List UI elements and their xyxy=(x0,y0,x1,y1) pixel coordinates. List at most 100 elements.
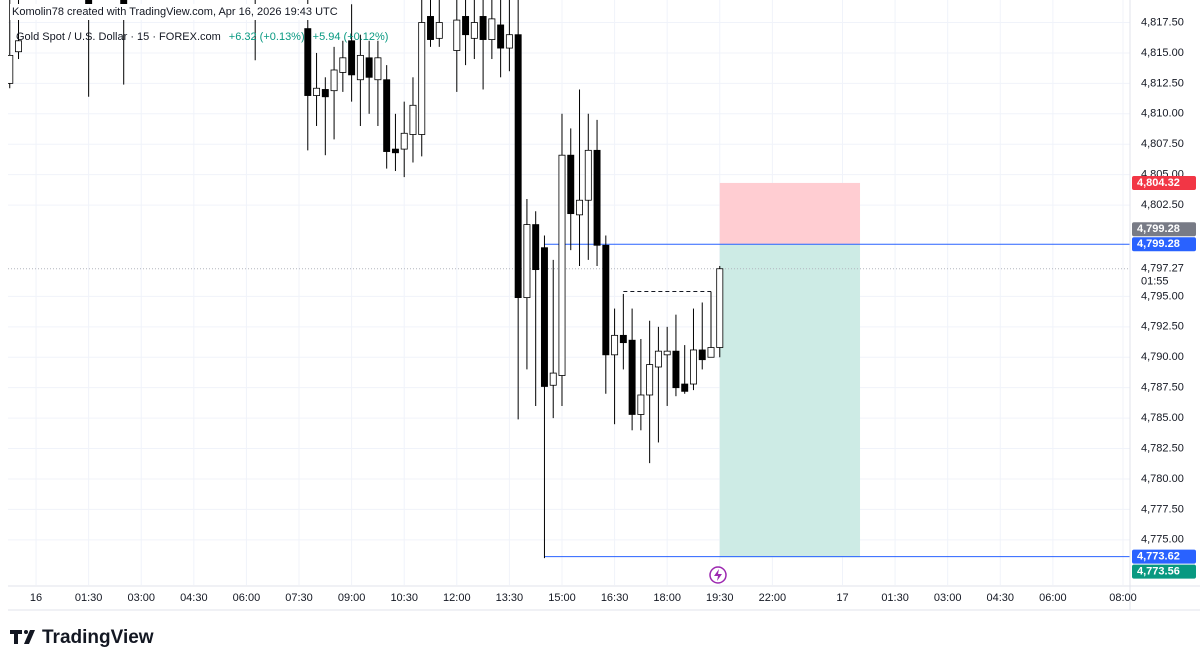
last-price-bg xyxy=(1131,260,1199,289)
y-tick-label: 4,795.00 xyxy=(1141,290,1184,302)
target-zone xyxy=(719,244,861,558)
candle-body xyxy=(637,394,645,415)
x-tick-label: 04:30 xyxy=(987,592,1015,604)
candle-body xyxy=(602,244,610,356)
x-tick-label: 06:00 xyxy=(1039,592,1067,604)
candle-body xyxy=(549,372,557,386)
x-tick-label: 18:00 xyxy=(653,592,681,604)
candle-body xyxy=(321,89,329,98)
candle-body xyxy=(698,349,706,361)
candle-body xyxy=(400,132,408,150)
price-label-bg xyxy=(1132,564,1196,579)
candle-body xyxy=(558,154,566,376)
x-tick-label: 12:00 xyxy=(443,592,471,604)
y-tick-label: 4,775.00 xyxy=(1141,534,1184,546)
y-tick-label: 4,817.50 xyxy=(1141,16,1184,28)
x-tick-label: 15:00 xyxy=(548,592,576,604)
candle-body xyxy=(505,34,513,49)
y-tick-label: 4,810.00 xyxy=(1141,108,1184,120)
stop-zone xyxy=(719,182,861,245)
price-label-bg xyxy=(1132,222,1196,237)
logo-mark xyxy=(10,630,35,644)
price-label: 4,799.28 xyxy=(1137,238,1180,250)
candle-body xyxy=(690,349,697,385)
brand: TradingView xyxy=(42,627,154,648)
candle-body xyxy=(628,339,636,415)
y-tick-label: 4,777.50 xyxy=(1141,503,1184,515)
symbol: Gold Spot / U.S. Dollar · 15 · FOREX.com… xyxy=(16,31,388,43)
candle-body xyxy=(584,149,592,201)
candle-body xyxy=(365,57,373,78)
logo-dot xyxy=(24,630,28,634)
candle-body xyxy=(619,334,627,344)
last-price: 4,797.27 xyxy=(1141,263,1184,275)
x-tick-label: 13:30 xyxy=(496,592,524,604)
y-tick-label: 4,790.00 xyxy=(1141,351,1184,363)
y-tick-label: 4,802.50 xyxy=(1141,199,1184,211)
price-label: 4,799.28 xyxy=(1137,223,1180,235)
x-tick-label: 16:30 xyxy=(601,592,629,604)
candle-body xyxy=(479,16,487,40)
plot xyxy=(8,0,1130,559)
y-tick-label: 4,782.50 xyxy=(1141,442,1184,454)
x-tick-label: 09:00 xyxy=(338,592,366,604)
x-tick-label: 07:30 xyxy=(285,592,313,604)
candle-body xyxy=(120,0,128,5)
y-tick-label: 4,792.50 xyxy=(1141,321,1184,333)
candle-body xyxy=(453,19,461,51)
y-tick-label: 4,780.00 xyxy=(1141,473,1184,485)
candle-body xyxy=(611,334,619,356)
candle-body xyxy=(304,28,312,96)
axes: 4,817.50 4,815.00 4,812.50 4,810.00 4,807.50… xyxy=(30,16,1199,604)
x-tick-label: 01:30 xyxy=(881,592,909,604)
candle-body xyxy=(391,148,399,154)
candle-body xyxy=(497,24,505,49)
candle-body xyxy=(681,383,689,392)
candle-body xyxy=(330,69,338,92)
candle-body xyxy=(523,224,531,299)
credit-bg xyxy=(10,4,330,20)
candle-body xyxy=(313,87,321,96)
price-label: 4,773.56 xyxy=(1137,566,1180,578)
candle-body xyxy=(576,199,583,216)
y-tick-label: 4,807.50 xyxy=(1141,138,1184,150)
x-tick-label: 10:30 xyxy=(390,592,418,604)
candle-body xyxy=(707,347,715,358)
candle-body xyxy=(532,224,540,271)
y-tick-label: 4,787.50 xyxy=(1141,382,1184,394)
candle-body xyxy=(663,350,671,356)
x-tick-label: 17 xyxy=(836,592,848,604)
candle-body xyxy=(470,22,478,39)
candle-body xyxy=(348,40,356,76)
credit: Komolin78 created with TradingView.com, … xyxy=(12,6,338,18)
candle-body xyxy=(383,79,391,152)
x-tick-label: 19:30 xyxy=(706,592,734,604)
x-tick-label: 08:00 xyxy=(1109,592,1137,604)
candle-body xyxy=(356,54,364,81)
grid xyxy=(8,0,1130,585)
price-label: 4,773.62 xyxy=(1137,551,1180,563)
candle-body xyxy=(15,40,22,53)
price-label-bg xyxy=(1132,175,1196,190)
candle-body xyxy=(540,247,548,387)
x-tick-label: 01:30 xyxy=(75,592,103,604)
price-label: 4,804.32 xyxy=(1137,177,1180,189)
logo: TradingView xyxy=(10,627,154,648)
y-tick-label: 4,785.00 xyxy=(1141,412,1184,424)
price-label-bg xyxy=(1132,549,1196,564)
candle-body xyxy=(488,18,496,40)
change-ext: +5.94 (+0.12%) xyxy=(313,31,389,43)
x-tick-label: 16 xyxy=(30,592,42,604)
candle-body xyxy=(435,22,443,39)
candle-body xyxy=(716,268,724,348)
candle-body xyxy=(514,34,522,299)
x-tick-label: 06:00 xyxy=(233,592,261,604)
candle-body xyxy=(339,57,347,73)
candle-body xyxy=(567,154,575,215)
candle-body xyxy=(593,149,601,246)
y-tick-label: 4,812.50 xyxy=(1141,77,1184,89)
x-tick-label: 03:00 xyxy=(127,592,155,604)
candle-body xyxy=(374,57,382,81)
